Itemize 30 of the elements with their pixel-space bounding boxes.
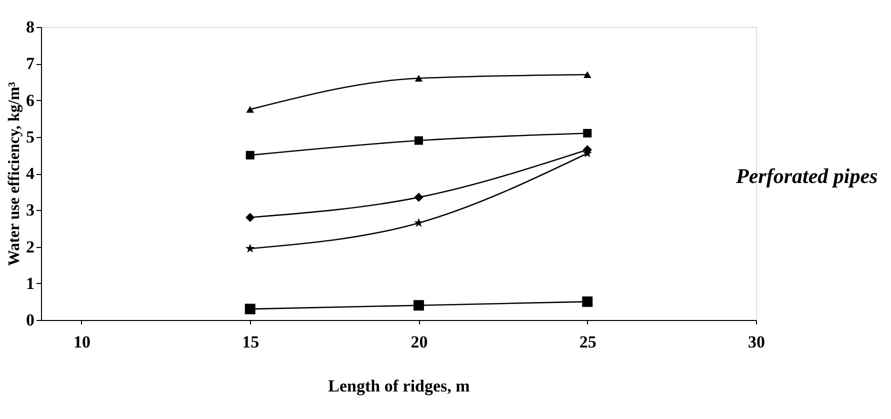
y-tick-label: 7 (26, 54, 35, 74)
point (583, 71, 592, 78)
y-tick-label: 8 (26, 18, 34, 36)
y-tick-label: 4 (26, 164, 35, 183)
x-tick-label: 15 (242, 332, 260, 352)
y-tick-label: 0 (26, 310, 34, 330)
point (414, 192, 424, 202)
y-axis-title: Water use efficiency, kg/m³ (6, 82, 23, 266)
x-tick-label: 20 (410, 332, 428, 352)
point (414, 136, 423, 145)
x-tick-label: 30 (748, 332, 765, 352)
point (582, 296, 593, 307)
point (246, 150, 254, 160)
point (246, 106, 254, 113)
y-tick-label: 6 (26, 90, 34, 110)
point (414, 74, 423, 82)
x-tick-label: 10 (73, 332, 90, 352)
point (244, 304, 256, 314)
x-axis-title: Length of ridges, m (328, 376, 470, 396)
point (245, 212, 255, 222)
y-tick-label: 1 (26, 274, 34, 293)
y-tick-label: 5 (26, 127, 34, 146)
annotation: Perforated pipes (735, 164, 878, 188)
y-tick-label: 2 (26, 237, 34, 256)
point (583, 128, 592, 138)
point (414, 218, 424, 227)
point (413, 300, 424, 311)
point (245, 244, 255, 253)
y-tick-label: 3 (26, 200, 34, 220)
x-tick-label: 25 (579, 332, 596, 352)
